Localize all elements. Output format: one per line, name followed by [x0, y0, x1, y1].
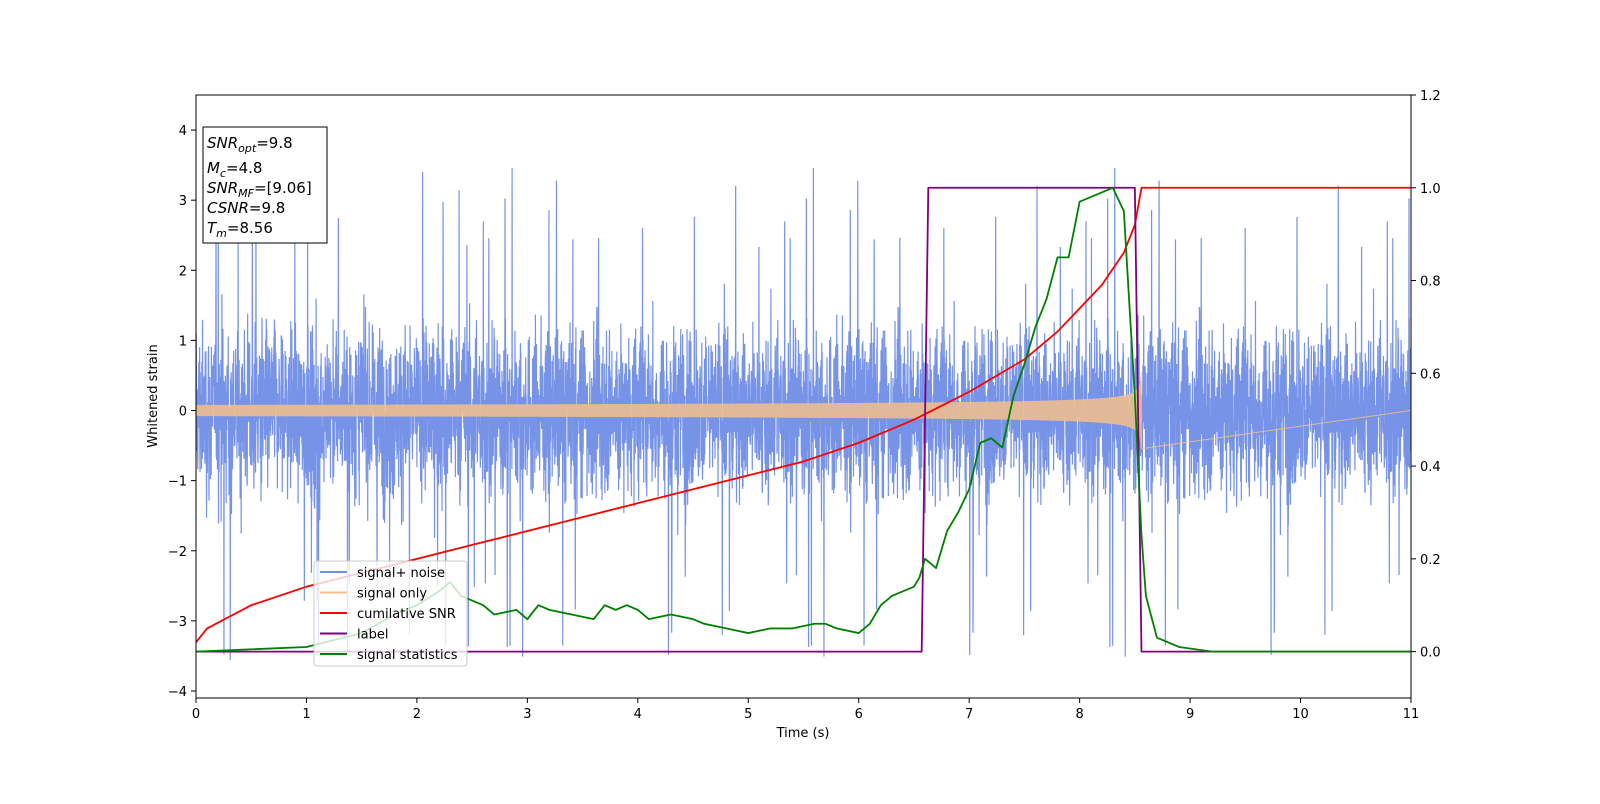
y-left-tick-label: 0: [179, 405, 187, 420]
y-right-tick-label: 0.6: [1420, 367, 1441, 382]
x-tick-label: 7: [965, 707, 973, 722]
y-right-tick-label: 1.0: [1420, 182, 1441, 197]
info-snr-opt-sub: opt: [238, 142, 257, 155]
legend-label: signal+ noise: [357, 566, 445, 581]
x-tick-label: 11: [1403, 707, 1420, 722]
y-left-tick-label: −3: [168, 615, 187, 630]
x-tick-label: 3: [523, 707, 531, 722]
series-signal-only: [196, 372, 1411, 450]
x-tick-label: 5: [744, 707, 752, 722]
info-mc: Mc=4.8: [207, 159, 262, 180]
info-csnr-value: =9.8: [249, 199, 285, 217]
info-snr-mf-value: =[9.06]: [254, 179, 312, 197]
legend-label: cumilative SNR: [357, 607, 456, 622]
legend: signal+ noise signal only cumilative SNR la…: [313, 560, 468, 667]
info-mc-value: =4.8: [226, 159, 262, 177]
x-tick-label: 0: [192, 707, 200, 722]
x-tick-label: 2: [413, 707, 421, 722]
x-tick-label: 10: [1292, 707, 1309, 722]
info-tm-sub: m: [216, 227, 227, 240]
legend-label: signal statistics: [357, 648, 458, 663]
plot-frame: [195, 94, 1412, 699]
y-axis-label: Whitened strain: [146, 344, 161, 447]
info-snr-mf-label: SNR: [207, 179, 238, 197]
x-tick-label: 4: [634, 707, 642, 722]
y-right-tick-label: 0.8: [1420, 275, 1441, 290]
info-snr-opt-label: SNR: [207, 134, 238, 152]
x-tick-label: 8: [1075, 707, 1083, 722]
series-label: [196, 186, 1411, 653]
y-left-tick-label: 2: [179, 264, 187, 279]
x-tick-label: 6: [855, 707, 863, 722]
y-left-tick-label: 3: [179, 194, 187, 209]
y-right-tick-label: 0.2: [1420, 553, 1441, 568]
legend-label: signal only: [357, 587, 427, 602]
x-axis-label: Time (s): [776, 726, 830, 741]
x-tick-label: 1: [302, 707, 310, 722]
y-right-tick-label: 0.4: [1420, 460, 1441, 475]
x-tick-label: 9: [1186, 707, 1194, 722]
series-signal-noise: [196, 167, 1411, 660]
y-right-tick-label: 1.2: [1420, 89, 1441, 104]
series-signal-statistics: [196, 186, 1411, 653]
info-snr-mf: SNRMF=[9.06]: [207, 179, 312, 200]
info-tm: Tm=8.56: [207, 219, 273, 240]
info-snr-mf-sub: MF: [238, 187, 254, 200]
legend-label: label: [357, 628, 388, 643]
info-snr-opt: SNRopt=9.8: [207, 134, 293, 155]
y-left-tick-label: −4: [168, 685, 187, 700]
y-left-tick-label: 1: [179, 334, 187, 349]
y-right-tick-label: 0.0: [1420, 646, 1441, 661]
info-tm-label: T: [207, 219, 218, 237]
info-mc-label: M: [207, 159, 220, 177]
y-left-tick-label: −1: [168, 475, 187, 490]
info-csnr: CSNR=9.8: [207, 199, 285, 217]
info-box-frame: [202, 126, 328, 244]
info-mc-sub: c: [220, 167, 226, 180]
info-tm-value: =8.56: [227, 219, 273, 237]
info-snr-opt-value: =9.8: [256, 134, 292, 152]
axes: 0 1 2 3 4 5 6 7 8 9 10 11 −4 −3 −2 −1 0 1 2 3 4 0.0 0.2 0.4 0.6 0…: [168, 89, 1441, 722]
y-left-tick-label: 4: [179, 124, 187, 139]
info-csnr-label: CSNR: [207, 199, 249, 217]
legend-frame: [313, 560, 468, 667]
y-left-tick-label: −2: [168, 545, 187, 560]
info-box: SNRopt=9.8 Mc=4.8 SNRMF=[9.06] CSNR=9.8 …: [202, 126, 328, 244]
